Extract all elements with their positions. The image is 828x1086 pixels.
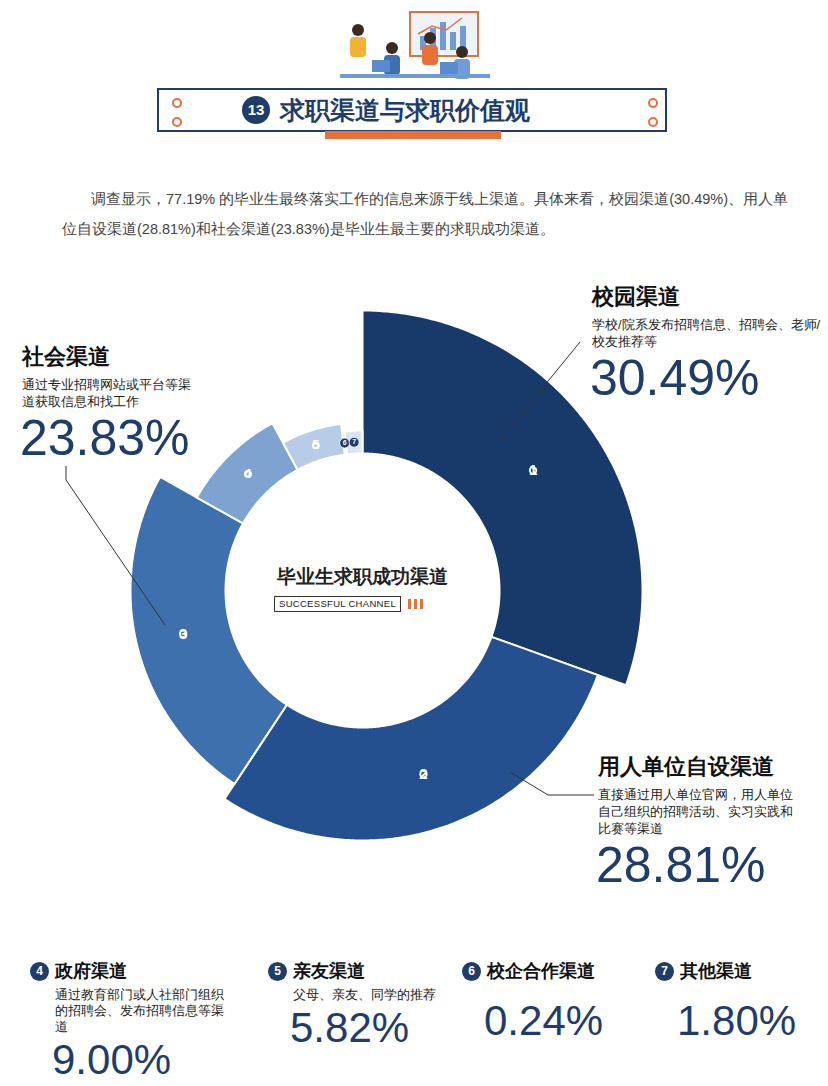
html-text:通过专业招聘网站或平台等渠道获取信息和找工作: 通过专业招聘网站或平台等渠道获取信息和找工作: [22, 377, 191, 409]
html-text:其他渠道: 其他渠道: [680, 961, 752, 981]
svg-text:5: 5: [312, 437, 319, 452]
html-text:直接通过用人单位官网，用人单位自己组织的招聘活动、实习实践和: 直接通过用人单位官网，用人单位自己组织的招聘活动、实习实践和比赛等渠道: [598, 787, 793, 836]
html-text:调查显示，77.19% 的毕业生最终落实工作的信息来源于线上: 调查显示，77.19% 的毕业生最终落实工作的信息来源于线上渠道。具体来看，校园…: [62, 191, 788, 237]
html-text:5: 5: [274, 964, 281, 978]
svg-text:3: 3: [179, 625, 187, 642]
html-text:校园渠道: 校园渠道: [592, 284, 680, 309]
svg-text:7: 7: [352, 438, 356, 445]
html-text:父母、亲友、同学的推荐: 父母、亲友、同学的推荐: [293, 988, 436, 1002]
html-text:6: 6: [468, 964, 475, 978]
html-text:28.81%: 28.81%: [596, 837, 766, 893]
html-text:7: 7: [661, 964, 668, 978]
html-text:政府渠道: 政府渠道: [55, 961, 127, 981]
html-text:13: 13: [247, 101, 265, 118]
html-text:亲友渠道: 亲友渠道: [293, 961, 365, 981]
html-text:毕业生求职成功渠道: 毕业生求职成功渠道: [276, 566, 448, 587]
html-text:学校/院系发布招聘信息、招聘会、老师/校友推荐等: 学校/院系发布招聘信息、招聘会、老师/校友推荐等: [592, 317, 821, 349]
html-text:4: 4: [36, 964, 43, 978]
html-text:30.49%: 30.49%: [590, 350, 760, 406]
svg-text:4: 4: [244, 466, 252, 481]
svg-text:2: 2: [419, 765, 427, 782]
html-text:SUCCESSFUL CHANNEL: SUCCESSFUL CHANNEL: [279, 598, 396, 609]
html-text:0.24%: 0.24%: [484, 997, 604, 1044]
html-text:9.00%: 9.00%: [52, 1036, 172, 1083]
html-text:通过教育部门或人社部门组织的招聘会、发布招聘信息等渠道: 通过教育部门或人社部门组织的招聘会、发布招聘信息等渠道: [55, 988, 224, 1034]
html-text:用人单位自设渠道: 用人单位自设渠道: [598, 754, 774, 779]
html-text:1.80%: 1.80%: [677, 997, 797, 1044]
html-text:求职渠道与求职价值观: 求职渠道与求职价值观: [280, 96, 530, 124]
svg-text:1: 1: [529, 461, 537, 478]
html-text:23.83%: 23.83%: [20, 410, 190, 466]
html-text:5.82%: 5.82%: [290, 1004, 410, 1051]
html-text:校企合作渠道: 校企合作渠道: [487, 961, 595, 981]
svg-text:6: 6: [343, 439, 347, 446]
html-text:社会渠道: 社会渠道: [22, 344, 110, 369]
